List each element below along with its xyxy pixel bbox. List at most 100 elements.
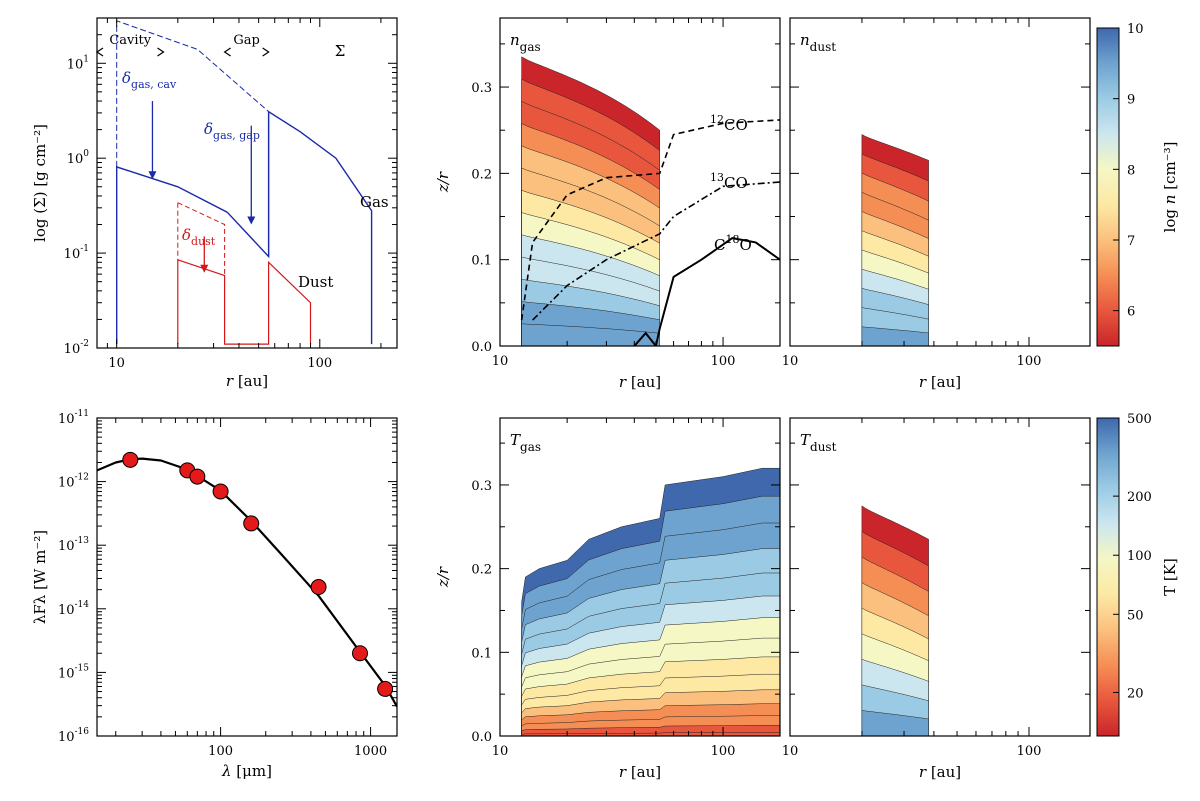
panel-title-subscript: dust — [810, 40, 837, 54]
x-tick-label: 10 — [782, 354, 799, 369]
tick-exponent: -2 — [80, 339, 89, 349]
plot-frame — [789, 417, 1091, 737]
region-label: Gap — [233, 33, 259, 48]
ndust-contours — [861, 134, 929, 346]
y-tick-label: 0.2 — [471, 563, 492, 578]
tick-base: 10 — [58, 476, 75, 491]
cbar-t: 20 50 100 200 500 T [K] — [1096, 412, 1179, 737]
tick-exponent: -14 — [75, 600, 90, 610]
colorbar-tick-label: 200 — [1127, 490, 1152, 505]
tick-base: 10 — [58, 666, 75, 681]
colorbar-label-pre: log — [1161, 204, 1179, 232]
y-axis-label: log (Σ) [g cm⁻²] — [31, 124, 49, 242]
tgas-panel: 10 100 0.0 0.1 0.2 0.3 z/r r [au] Tgas — [434, 417, 781, 781]
colorbar-tick-label: 500 — [1127, 412, 1152, 427]
colorbar-tick-label: 20 — [1127, 686, 1144, 701]
iso-line-c18o — [633, 237, 780, 346]
plot-frame — [789, 17, 1091, 347]
depletion-label: δdust — [182, 226, 216, 248]
tick-exponent: -1 — [80, 244, 89, 254]
colorbar-ramp — [1096, 417, 1120, 737]
y-tick-label: 101 — [67, 54, 89, 72]
y-tick-label: 10-13 — [58, 536, 89, 554]
colorbar-tick-label: 6 — [1127, 305, 1135, 320]
tick-exponent: -12 — [75, 473, 90, 483]
y-tick-label: 100 — [67, 149, 90, 167]
x-axis-variable: r — [619, 373, 627, 391]
x-axis-unit: [au] — [626, 763, 661, 781]
gas-label: Gas — [360, 193, 389, 211]
x-tick-label: 100 — [1017, 354, 1042, 369]
gas-line — [116, 110, 373, 345]
x-tick-label: 100 — [711, 744, 736, 759]
y-tick-label: 0.2 — [471, 167, 492, 182]
panel-title: ndust — [800, 31, 836, 54]
x-axis-label: r [au] — [919, 373, 961, 391]
depletion-symbol: δ — [204, 120, 213, 138]
iso-line-label: 12CO — [710, 113, 748, 134]
gas-cav-arrow-head — [148, 171, 157, 180]
depletion-symbol: δ — [122, 69, 131, 87]
x-axis-unit: [au] — [233, 372, 268, 390]
tick-base: 10 — [58, 730, 75, 745]
dust-label: Dust — [298, 273, 333, 291]
region-arrow-left — [95, 47, 104, 57]
panel-title: Tdust — [800, 431, 837, 454]
gas-undepleted-line — [116, 20, 269, 167]
depletion-subscript: dust — [191, 235, 216, 248]
x-tick-label: 100 — [1017, 744, 1042, 759]
colorbar-label-var: n — [1161, 195, 1179, 205]
sed-data-point — [351, 645, 368, 662]
sed-data-point — [243, 515, 260, 532]
tick-exponent: -16 — [75, 727, 90, 737]
colorbar-tick-label: 7 — [1127, 234, 1135, 249]
x-tick-label: 100 — [711, 354, 736, 369]
plot-frame — [499, 17, 781, 347]
panel-title-symbol: T — [800, 431, 811, 449]
ngas-contours — [520, 56, 780, 346]
sed-data-point — [212, 483, 229, 500]
panel-title-subscript: gas — [520, 440, 541, 454]
colorbar-tick-label: 10 — [1127, 22, 1144, 37]
x-tick-label: 10 — [782, 744, 799, 759]
panel-title: ngas — [510, 31, 541, 54]
x-axis-label: r [au] — [619, 763, 661, 781]
contour-band — [861, 326, 929, 346]
iso-label-post: CO — [724, 116, 748, 134]
y-tick-label: 10-15 — [58, 663, 89, 681]
sed-data-point — [122, 451, 139, 468]
y-tick-label: 0.3 — [471, 479, 492, 494]
tick-base: 10 — [58, 412, 75, 427]
iso-label-superscript: 12 — [710, 113, 724, 126]
y-tick-label: 0.0 — [471, 730, 492, 745]
tick-exponent: -11 — [75, 409, 90, 419]
depletion-label: δgas, cav — [122, 69, 177, 91]
x-axis-unit: [au] — [926, 373, 961, 391]
x-tick-label: 100 — [208, 744, 233, 759]
cbar-n: 6 7 8 9 10 log n [cm⁻³] — [1096, 22, 1179, 347]
dust-undepleted-line — [177, 202, 226, 276]
panel-title-subscript: gas — [520, 40, 541, 54]
x-tick-label: 10 — [492, 744, 509, 759]
panel-title-symbol: T — [510, 431, 521, 449]
region-label: Cavity — [109, 33, 151, 48]
iso-label-superscript: 18 — [725, 233, 739, 246]
x-axis-variable: λ — [221, 762, 232, 780]
y-axis-label: z/r — [434, 566, 452, 588]
y-axis-label: z/r — [434, 171, 452, 193]
x-axis-label: r [au] — [919, 763, 961, 781]
y-tick-label: 10-11 — [58, 409, 89, 427]
panel-title: Σ — [335, 42, 346, 60]
ndust-panel: 10 100 r [au] ndust — [782, 17, 1091, 391]
y-tick-label: 10-1 — [64, 244, 89, 262]
region-arrow-right — [157, 47, 165, 57]
x-axis-label: λ [μm] — [221, 762, 272, 780]
y-tick-label: 0.0 — [471, 340, 492, 355]
tick-exponent: 0 — [83, 149, 89, 159]
dust-line — [177, 258, 312, 345]
plot-frame — [96, 17, 398, 349]
iso-label-pre: C — [714, 236, 725, 254]
